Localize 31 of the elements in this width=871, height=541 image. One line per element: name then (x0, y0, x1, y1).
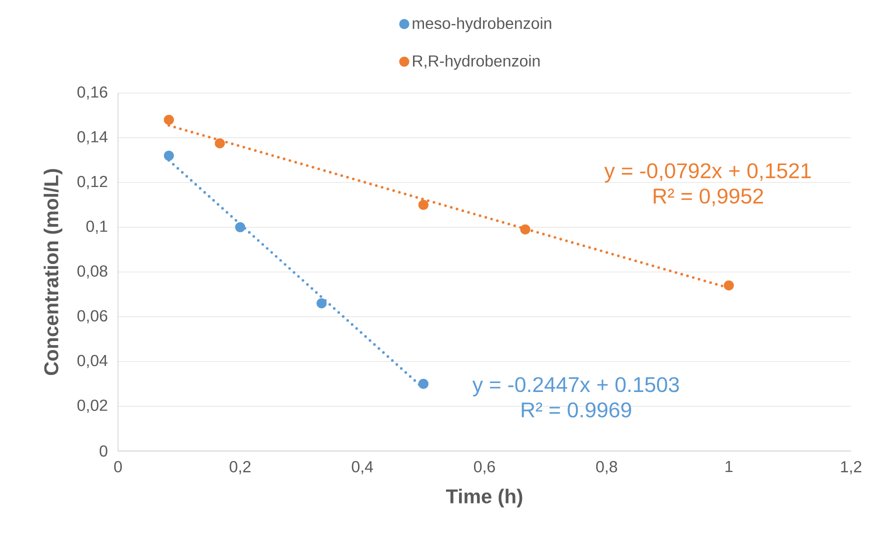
x-tick-label: 1 (726, 461, 732, 472)
y-tick-label: 0,1 (86, 220, 108, 234)
x-tick-label: 0,6 (474, 461, 495, 474)
y-tick-label: 0 (100, 445, 108, 457)
point (418, 378, 428, 389)
point (316, 298, 327, 308)
text: y = -0.2447x + 0.1503 R² = 0.9969 (472, 377, 679, 418)
point (520, 224, 530, 235)
y-tick-label: 0,16 (77, 86, 108, 100)
x-tick-label: 0,8 (596, 461, 618, 474)
x-axis-title: Time (h) (446, 488, 522, 508)
text: y = -0,0792x + 0,1521 R² = 0,9952 (604, 163, 811, 206)
y-tick-label: 0,02 (77, 400, 108, 413)
point (235, 222, 246, 232)
legend-label: R,R-hydrobenzoin (413, 54, 540, 70)
x-tick-label: 0,2 (230, 461, 250, 474)
point (418, 200, 428, 210)
legend-label: meso-hydrobenzoin (412, 17, 552, 32)
y-tick-label: 0,14 (77, 131, 108, 144)
y-tick-label: 0,12 (77, 176, 108, 190)
point (214, 138, 225, 148)
x-tick-label: 1,2 (841, 461, 862, 474)
x-tick-label: 0 (114, 461, 122, 472)
y-axis-title: Concentration (mol/L) (44, 169, 62, 376)
point (164, 150, 174, 161)
x-tick-label: 0,4 (352, 461, 373, 474)
y-tick-label: 0,06 (77, 310, 108, 324)
y-tick-label: 0,04 (77, 354, 108, 368)
point (724, 280, 734, 290)
point (164, 114, 174, 125)
y-tick-label: 0,08 (77, 265, 108, 279)
